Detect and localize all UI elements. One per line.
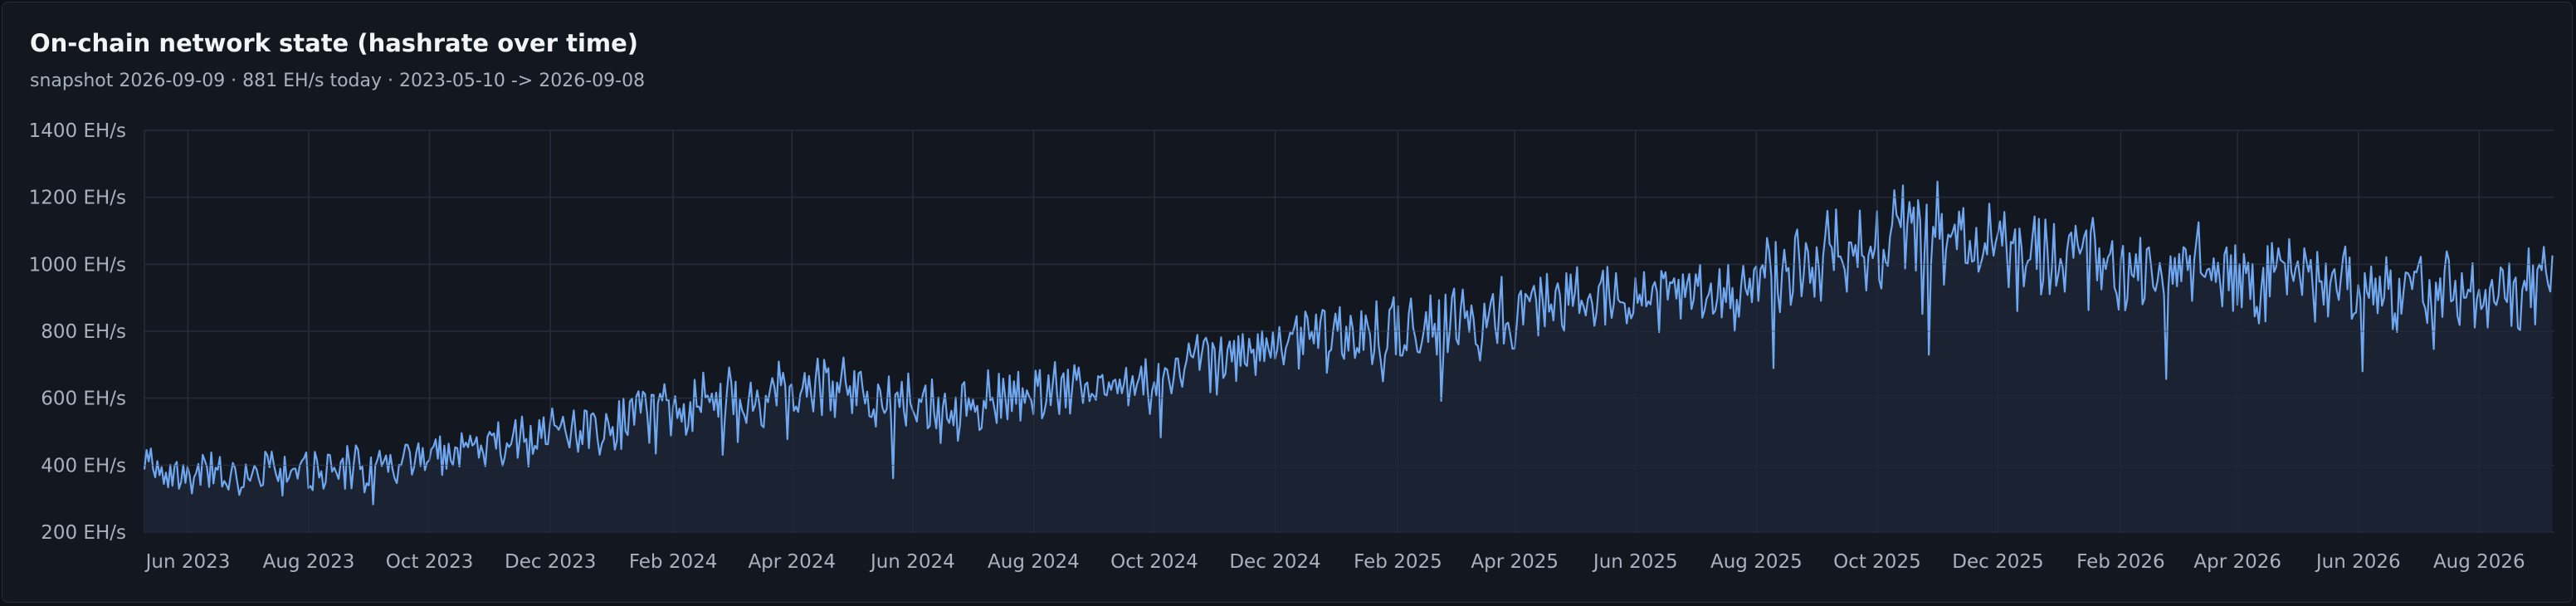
x-tick-label: Oct 2023 <box>386 551 474 573</box>
x-tick-label: Feb 2025 <box>1354 551 1442 573</box>
y-tick-label: 800 EH/s <box>41 321 126 343</box>
x-tick-label: Jun 2025 <box>1592 551 1678 573</box>
y-tick-label: 600 EH/s <box>41 389 126 410</box>
x-tick-label: Feb 2026 <box>2076 551 2165 573</box>
x-tick-label: Apr 2024 <box>748 551 836 573</box>
x-tick-label: Aug 2024 <box>988 551 1080 573</box>
x-tick-label: Jun 2024 <box>869 551 955 573</box>
x-tick-label: Dec 2024 <box>1229 551 1320 573</box>
x-tick-label: Oct 2025 <box>1833 551 1921 573</box>
x-tick-label: Aug 2025 <box>1710 551 1803 573</box>
x-tick-label: Oct 2024 <box>1110 551 1198 573</box>
series-line <box>143 180 2554 506</box>
y-tick-label: 200 EH/s <box>41 522 126 544</box>
y-tick-label: 1000 EH/s <box>29 254 126 276</box>
series-area <box>144 181 2553 532</box>
x-tick-label: Aug 2023 <box>263 551 355 573</box>
x-tick-label: Dec 2023 <box>505 551 596 573</box>
chart-subtitle: snapshot 2026-09-09 · 881 EH/s today · 2… <box>30 71 646 91</box>
x-tick-label: Aug 2026 <box>2433 551 2525 573</box>
x-tick-label: Dec 2025 <box>1952 551 2043 573</box>
x-tick-label: Feb 2024 <box>629 551 718 573</box>
x-tick-label: Jun 2023 <box>144 551 231 573</box>
y-tick-label: 400 EH/s <box>41 455 126 476</box>
chart-title: On-chain network state (hashrate over ti… <box>30 29 639 57</box>
x-tick-label: Jun 2026 <box>2315 551 2401 573</box>
y-tick-label: 1400 EH/s <box>29 120 126 142</box>
y-tick-label: 1200 EH/s <box>29 188 126 209</box>
x-tick-label: Apr 2025 <box>1471 551 1559 573</box>
x-tick-label: Apr 2026 <box>2193 551 2281 573</box>
